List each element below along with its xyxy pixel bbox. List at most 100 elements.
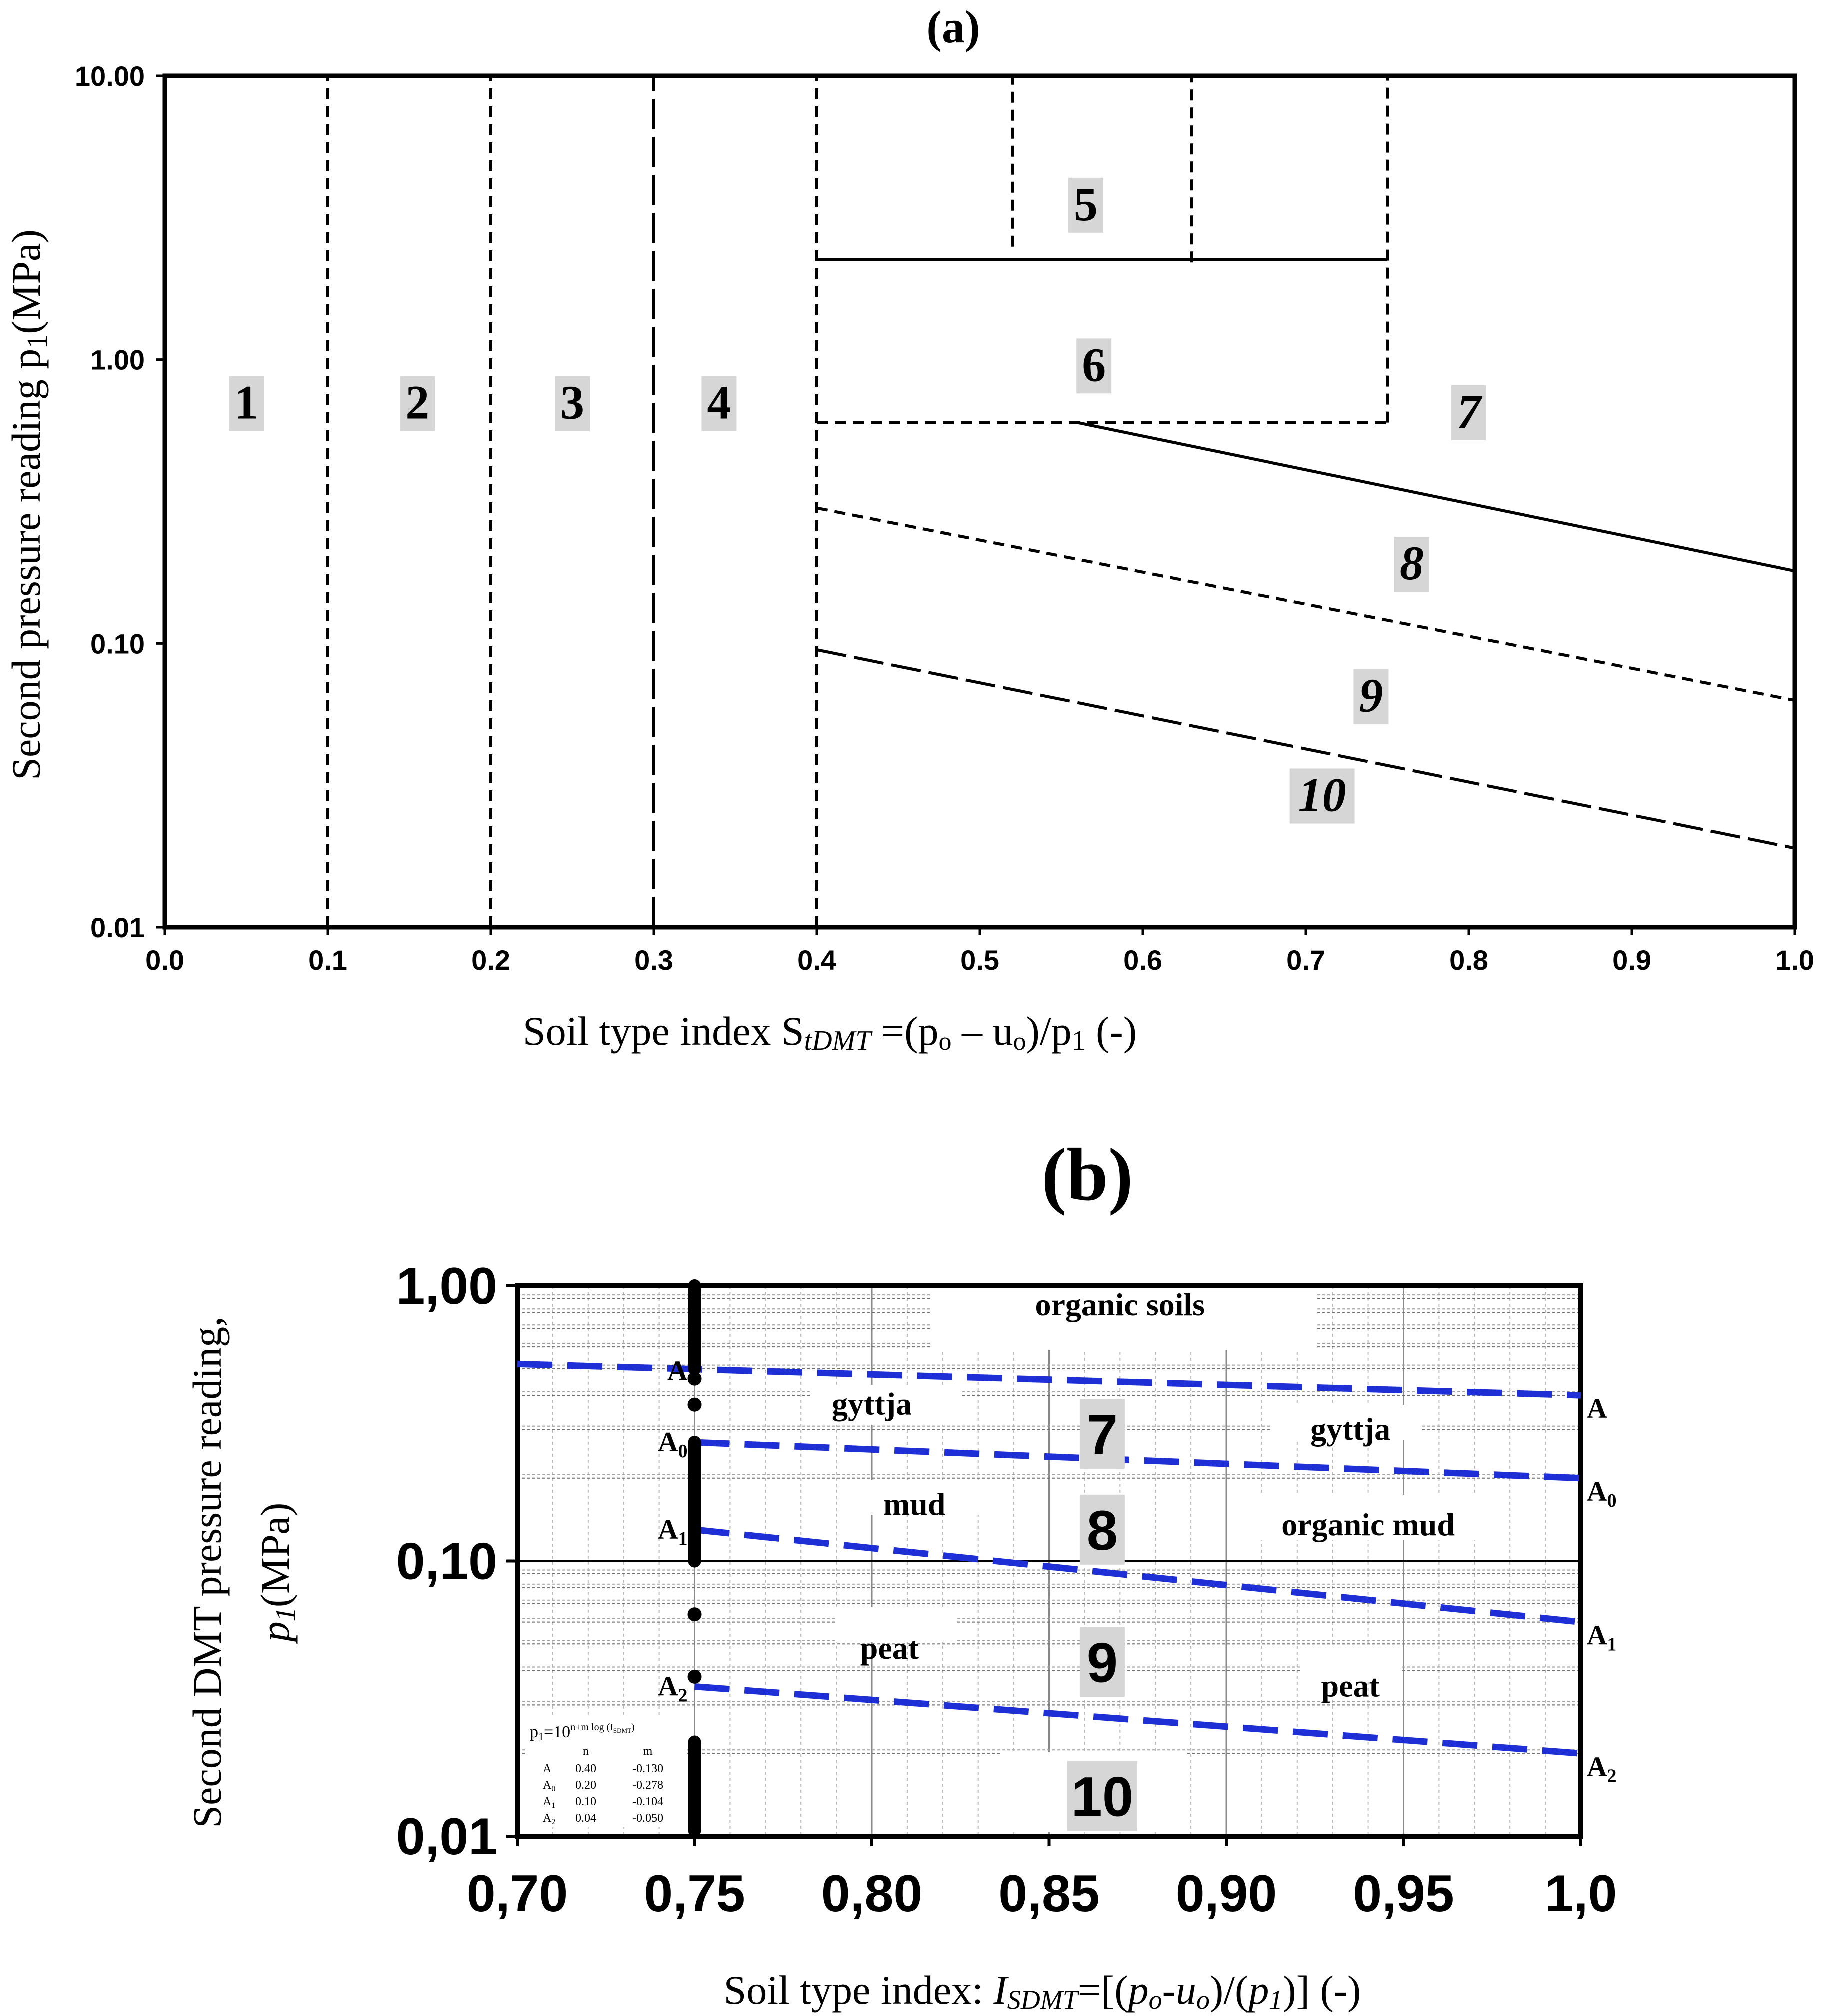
panel-b-line-labels: A A A0 A0 A1 A1 A2 A2	[658, 1356, 1616, 1787]
formula-row-m: -0.130	[632, 1762, 664, 1775]
label-background	[1300, 1645, 1400, 1680]
zone-label-background	[1394, 537, 1430, 592]
label-background	[930, 1287, 1315, 1350]
data-point	[688, 1669, 702, 1684]
zone-label-text: 4	[707, 376, 731, 429]
formula-row-name: A1	[543, 1795, 556, 1810]
x-tick-label: 0.8	[1450, 944, 1488, 976]
line-end-label-A1: A1	[1587, 1620, 1616, 1655]
line-start-label-A0: A0	[658, 1427, 688, 1462]
zone-label-10: 10	[1290, 768, 1355, 824]
x-tick-label: 0,95	[1353, 1865, 1454, 1923]
line-end-label-A0: A0	[1587, 1476, 1616, 1511]
line-start-label-A1: A1	[658, 1514, 688, 1549]
zone-number-background	[1067, 1761, 1138, 1831]
panel-a-boundaries	[326, 76, 1796, 927]
zone-label-text: 9	[1359, 669, 1383, 722]
formula-row-name: A2	[543, 1812, 556, 1826]
x-tick-label: 1,0	[1545, 1865, 1618, 1923]
panel-a-zone-labels: 1 2 3 4 5 6 7 8 910	[229, 177, 1486, 824]
formula-header-n: n	[583, 1745, 589, 1758]
x-tick-label: 0,75	[644, 1865, 745, 1923]
label-background	[835, 1607, 955, 1642]
panel-a-x-ticks: 0.0 0.1 0.2 0.3 0.4 0.5 0.6 0.7 0.8 0.9 1.0	[146, 927, 1814, 976]
label-background	[810, 1385, 960, 1425]
x-tick-label: 0.4	[798, 944, 836, 976]
panel-b-points	[688, 1279, 702, 1837]
formula-row-n: 0.04	[576, 1812, 596, 1825]
line-start-label-A: A	[668, 1356, 688, 1387]
zone-label-background	[400, 376, 436, 431]
x-tick-label: 0,90	[1176, 1865, 1277, 1923]
zone-number-text: 10	[1072, 1766, 1134, 1828]
panel-b-x-axis-title: Soil type index: ISDMT=[(po-uo)/(p1)] (-…	[724, 1967, 1362, 2015]
panel-a-y-axis-title-unit: (MPa)	[4, 229, 49, 334]
y-tick-label: 0,01	[396, 1808, 498, 1866]
panel-a-y-axis-title-main: Second pressure reading p	[4, 349, 49, 780]
zone-number-background	[1080, 1627, 1125, 1697]
line-start-label-A2: A2	[658, 1671, 688, 1706]
zone-label-background	[1452, 385, 1486, 440]
zone-number-7: 7	[1080, 1398, 1125, 1469]
formula-row-n: 0.40	[576, 1762, 596, 1775]
x-tick-label: 0.9	[1612, 944, 1652, 976]
panel-b-x-ticks: 0,70 0,75 0,80 0,85 0,90 0,95 1,0	[467, 1836, 1618, 1923]
formula-row-name: A0	[543, 1779, 556, 1793]
soil-class-label: organic mud	[1282, 1507, 1455, 1542]
zone-label-text: 5	[1074, 177, 1098, 231]
panel-a-label: (a)	[926, 1, 980, 52]
zone-number-text: 9	[1087, 1631, 1118, 1694]
panel-b-label: (b)	[1042, 1133, 1133, 1216]
formula-header-m: m	[644, 1745, 653, 1758]
series-line-A0	[694, 1439, 1582, 1482]
y-tick-label: 1,00	[396, 1257, 498, 1315]
zone-label-9: 9	[1354, 669, 1389, 724]
zone-label-background	[555, 376, 590, 431]
zone-label-5: 5	[1068, 177, 1104, 233]
zone-number-text: 8	[1087, 1499, 1118, 1562]
panel-a-y-ticks: 10.00 1.00 0.10 0.01	[75, 60, 165, 943]
panel-a-y-axis-title-sub: 1	[21, 334, 54, 349]
zone-label-background	[1068, 177, 1104, 233]
zone-number-8: 8	[1080, 1494, 1125, 1565]
zone-number-text: 7	[1087, 1403, 1118, 1466]
zone-label-background	[229, 376, 264, 431]
x-tick-label: 0,80	[822, 1865, 922, 1923]
x-tick-label: 0.5	[960, 944, 1000, 976]
y-tick-label: 0.10	[90, 628, 145, 659]
soil-class-label: peat	[1321, 1668, 1380, 1703]
formula-table: p1=10n+m log (ISDMT) n m A 0.40 -0.130 A0 0.…	[526, 1715, 686, 1827]
soil-class-label: gyttja	[832, 1386, 912, 1422]
formula-row-m: -0.278	[632, 1779, 664, 1792]
zone-boundary-10	[1077, 421, 1796, 573]
panel-a-x-axis-title: Soil type index StDMT =(po – uo)/p1 (-)	[523, 1008, 1137, 1056]
label-background	[1270, 1405, 1420, 1440]
x-tick-label: 0,70	[467, 1865, 568, 1923]
soil-class-label: peat	[860, 1630, 920, 1666]
formula-row-n: 0.10	[576, 1795, 596, 1808]
panel-b-y-ticks: 1,00 0,10 0,01	[396, 1257, 518, 1866]
soil-class-label: gyttja	[1310, 1411, 1390, 1447]
zone-label-background	[1290, 768, 1355, 824]
y-tick-label: 0.01	[90, 912, 145, 943]
label-background	[850, 1480, 985, 1515]
zone-label-text: 10	[1298, 768, 1346, 822]
soil-class-label: organic soils	[1036, 1287, 1206, 1322]
zone-number-background	[1080, 1494, 1125, 1565]
series-line-A2	[694, 1683, 1582, 1757]
x-tick-label: 0.7	[1286, 944, 1326, 976]
y-tick-label: 0,10	[396, 1533, 498, 1591]
formula-equation: p1=10n+m log (ISDMT)	[530, 1722, 635, 1743]
x-tick-label: 0.6	[1124, 944, 1162, 976]
zone-label-text: 7	[1457, 385, 1483, 438]
data-point	[688, 1607, 702, 1622]
zone-label-background	[702, 376, 737, 431]
zone-label-7: 7	[1452, 385, 1486, 440]
panel-b-text-backgrounds	[810, 1287, 1480, 1832]
zone-label-8: 8	[1394, 536, 1430, 592]
zone-label-1: 1	[229, 376, 264, 431]
y-tick-label: 10.00	[75, 60, 145, 92]
zone-label-6: 6	[1076, 338, 1112, 394]
zone-label-4: 4	[702, 376, 737, 431]
